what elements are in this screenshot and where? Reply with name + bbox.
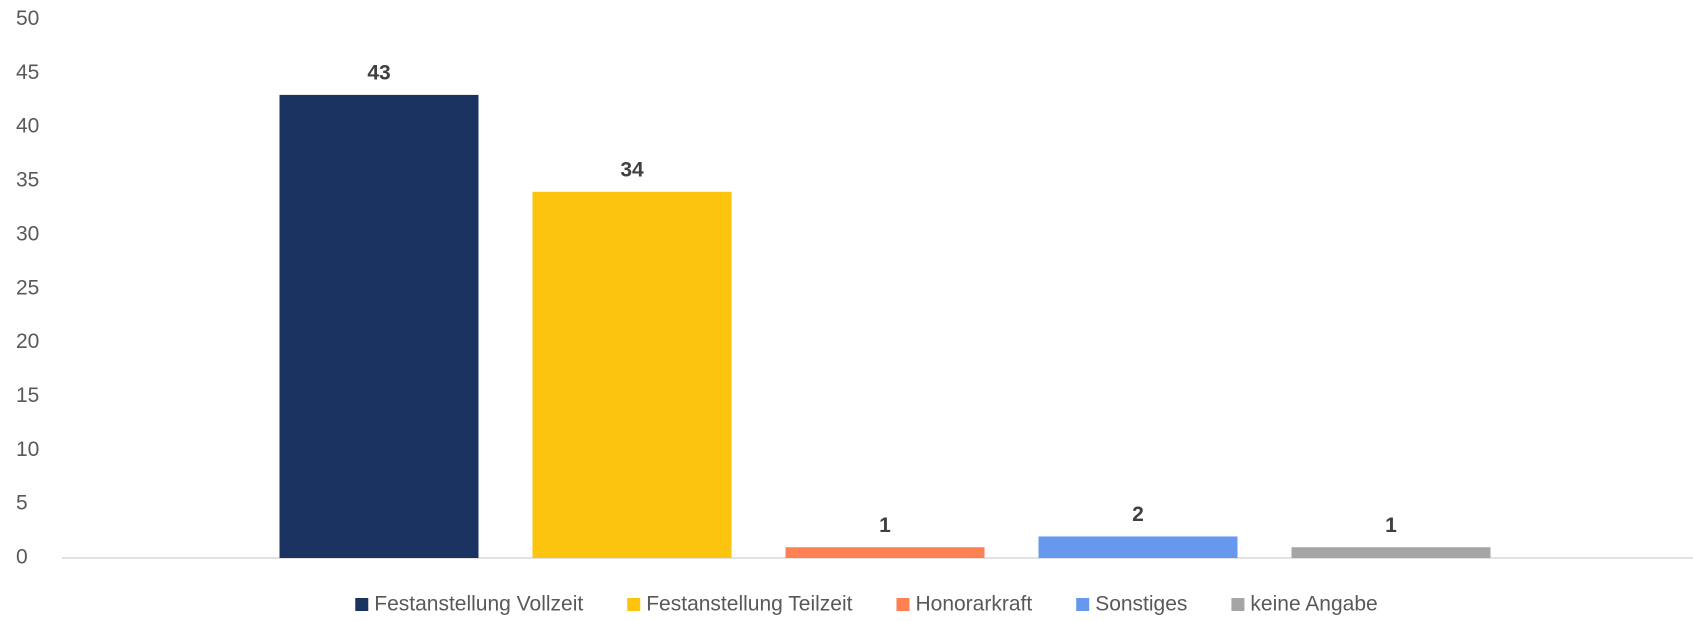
y-tick-label: 40 xyxy=(16,115,39,138)
data-label: 2 xyxy=(1132,503,1144,526)
y-tick-label: 20 xyxy=(16,330,39,353)
y-tick-label: 25 xyxy=(16,276,39,299)
data-label: 43 xyxy=(367,61,390,84)
y-tick-label: 10 xyxy=(16,438,39,461)
data-label: 1 xyxy=(879,514,891,537)
bar xyxy=(279,94,479,558)
bar xyxy=(532,191,732,558)
legend-label: Sonstiges xyxy=(1095,593,1187,616)
y-tick-label: 30 xyxy=(16,222,39,245)
legend-swatch xyxy=(627,598,641,611)
bar xyxy=(1291,547,1491,558)
y-tick-label: 45 xyxy=(16,61,39,84)
legend-swatch xyxy=(355,598,369,611)
bar xyxy=(785,547,985,558)
y-tick-label: 15 xyxy=(16,384,39,407)
data-label: 34 xyxy=(620,158,644,181)
data-label: 1 xyxy=(1385,514,1397,537)
bar xyxy=(1038,536,1238,558)
legend-label: Honorarkraft xyxy=(915,593,1032,616)
y-tick-label: 5 xyxy=(16,492,28,515)
y-tick-label: 35 xyxy=(16,169,39,192)
legend-label: keine Angabe xyxy=(1250,593,1377,616)
legend-swatch xyxy=(896,598,910,611)
y-tick-label: 0 xyxy=(16,546,28,569)
legend-label: Festanstellung Teilzeit xyxy=(646,593,852,616)
legend-swatch xyxy=(1076,598,1090,611)
legend-swatch xyxy=(1231,598,1245,611)
legend-label: Festanstellung Vollzeit xyxy=(374,593,583,616)
y-tick-label: 50 xyxy=(16,7,39,30)
